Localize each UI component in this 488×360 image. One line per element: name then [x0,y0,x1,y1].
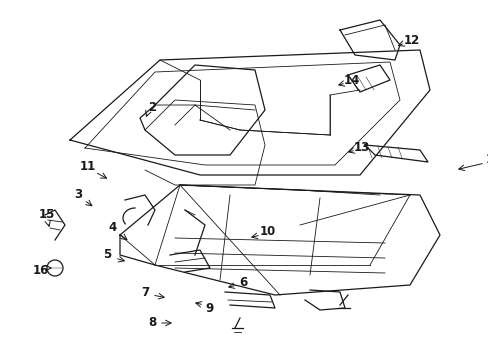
Text: 12: 12 [403,33,419,46]
Text: 4: 4 [109,221,117,234]
Text: 9: 9 [205,301,214,315]
Text: 10: 10 [259,225,276,238]
Text: 1: 1 [485,153,488,166]
Text: 14: 14 [343,73,360,86]
Text: 8: 8 [147,316,156,329]
Text: 7: 7 [141,285,149,298]
Text: 5: 5 [102,248,111,261]
Text: 13: 13 [353,141,369,154]
Text: 6: 6 [238,276,246,289]
Text: 2: 2 [148,102,156,114]
Text: 16: 16 [33,264,49,276]
Text: 15: 15 [39,208,55,221]
Text: 3: 3 [74,189,82,202]
Text: 11: 11 [80,161,96,174]
